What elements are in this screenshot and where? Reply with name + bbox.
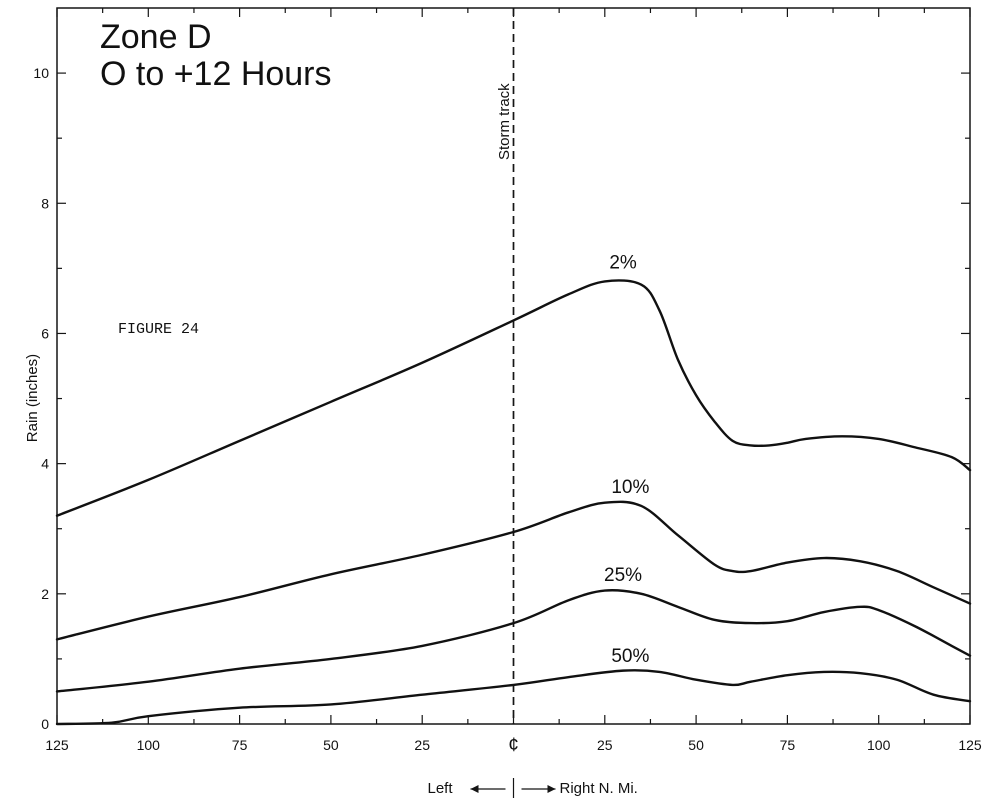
x-tick-label: 75 (780, 737, 796, 753)
x-tick-label: 25 (414, 737, 430, 753)
series-label-3: 50% (611, 646, 649, 667)
x-tick-label: 75 (232, 737, 248, 753)
center-mark-label: ¢ (508, 735, 519, 756)
y-tick-label: 10 (33, 65, 49, 81)
y-axis-label: Rain (inches) (24, 354, 41, 442)
figure-label: FIGURE 24 (118, 321, 199, 338)
left-arrow-head (470, 785, 479, 793)
series-line-0 (55, 279, 972, 517)
x-tick-label: 50 (688, 737, 704, 753)
series-line-1 (55, 500, 972, 641)
right-arrow-head (547, 785, 556, 793)
series-label-0: 2% (609, 252, 637, 273)
label-layer: 0 2 4 6 8 10 125 100 75 50 25 25 50 75 100 125 ¢ Left Righ… (33, 65, 981, 797)
series-line-3 (55, 669, 972, 726)
x-tick-label: 25 (597, 737, 613, 753)
x-tick-label: 100 (867, 737, 891, 753)
x-tick-label: 100 (137, 737, 161, 753)
y-tick-label: 6 (41, 325, 49, 341)
y-tick-label: 2 (41, 586, 49, 602)
chart-title-line-2: O to +12 Hours (100, 55, 332, 93)
x-tick-label: 125 (958, 737, 982, 753)
y-tick-label: 0 (41, 716, 49, 732)
series-line-2 (55, 589, 972, 693)
y-tick-label: 8 (41, 195, 49, 211)
chart-frame-layer (56, 7, 971, 798)
x-tick-label: 125 (45, 737, 69, 753)
storm-track-label: Storm track (496, 83, 513, 160)
series-label-1: 10% (611, 477, 649, 498)
chart-title-line-1: Zone D (100, 18, 212, 56)
curve-layer (55, 279, 972, 726)
series-label-2: 25% (604, 565, 642, 586)
x-tick-label: 50 (323, 737, 339, 753)
right-axis-label: Right N. Mi. (560, 780, 638, 797)
y-tick-label: 4 (41, 456, 49, 472)
left-axis-label: Left (428, 780, 454, 797)
